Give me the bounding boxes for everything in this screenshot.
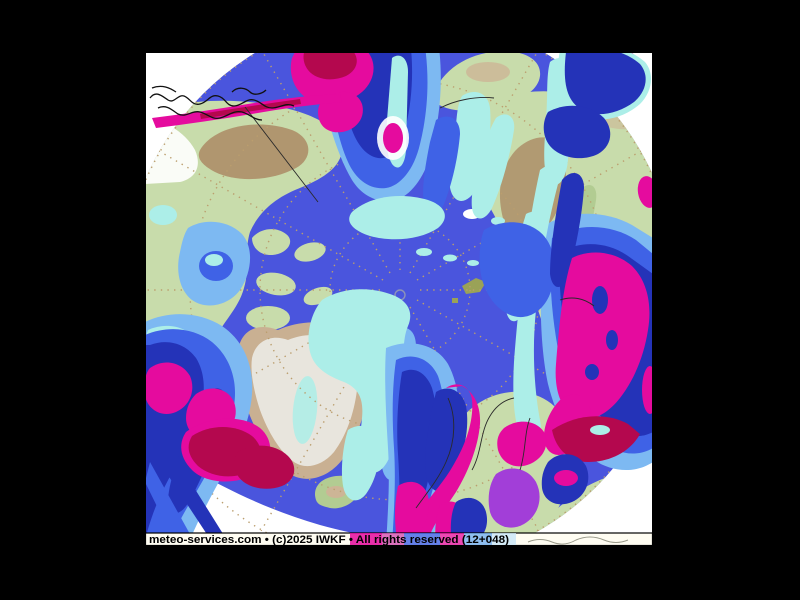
greenland-inner-ice	[292, 376, 318, 444]
precip-purple-blob	[488, 468, 540, 528]
precip-hole-1	[592, 286, 608, 314]
precip-streak-corner-2	[145, 462, 196, 545]
precip-mid-kara	[479, 222, 555, 318]
terrain-chukotka	[466, 62, 510, 82]
footer-text: meteo-services.com • (c)2025 IWKF • All …	[149, 534, 509, 546]
precip-hole-2	[606, 330, 618, 350]
coastline-aleutians	[149, 85, 295, 121]
precip-cyan-dash	[467, 260, 479, 266]
corner-clear-bottom-left	[145, 440, 430, 545]
precip-magenta-right-mass	[555, 252, 650, 420]
precip-magenta-bottom-diag	[497, 421, 547, 467]
precip-magenta-edge-2	[642, 366, 653, 414]
precip-crimson-top	[303, 52, 357, 80]
terrain-alaska	[198, 124, 309, 180]
precip-crimson-right-diagonal	[552, 416, 640, 462]
precip-hole-3	[585, 364, 599, 380]
coastlines	[244, 97, 595, 509]
precip-cyan-pole-west	[308, 289, 411, 473]
precip-cyan-br-dab	[590, 425, 610, 435]
terrain-iceland	[326, 486, 346, 498]
precip-dark-tr-2	[543, 105, 611, 159]
precip-cyan-kara-1	[471, 114, 515, 219]
ice-patch	[491, 217, 505, 225]
precip-magenta-bottom-center	[395, 481, 430, 545]
precip-cyan-nw-dab	[149, 205, 177, 225]
precip-magenta-left-edge	[145, 362, 193, 415]
precip-cyan-dash	[443, 254, 457, 262]
precip-crimson-arc-2	[234, 445, 295, 489]
precip-magenta-edge-1	[637, 176, 653, 208]
precip-magenta-br-core	[554, 470, 578, 486]
precip-cyan-hudson	[205, 254, 223, 266]
precip-mid-bering-south	[423, 116, 460, 215]
precip-dark-novaya	[550, 173, 584, 288]
precip-streak-corner-1	[150, 430, 230, 545]
precipitation-layers	[145, 52, 653, 545]
precip-dark-tr	[564, 52, 646, 115]
precip-cyan-tail-south	[341, 425, 380, 501]
precip-cyan-dash	[416, 248, 432, 256]
precip-cell-core	[383, 123, 403, 153]
precip-crimson-aleutian	[200, 99, 301, 119]
precip-cyan-comma	[349, 196, 445, 240]
footer-bar: meteo-services.com • (c)2025 IWKF • All …	[145, 532, 653, 546]
footer-bar-overlay	[350, 533, 629, 545]
